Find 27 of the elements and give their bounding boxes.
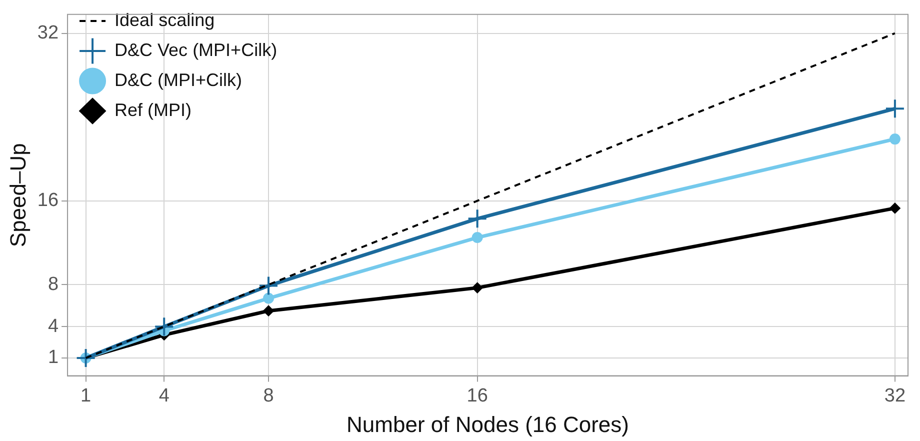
- x-tick-label: 16: [466, 385, 488, 406]
- legend-label: Ideal scaling: [114, 10, 215, 30]
- x-tick-label: 4: [158, 385, 170, 406]
- y-axis-title: Speed–Up: [5, 143, 30, 248]
- point: [467, 208, 488, 229]
- x-tick-label: 8: [263, 385, 274, 406]
- point: [889, 202, 900, 214]
- point: [472, 232, 483, 244]
- legend-label: D&C (MPI+Cilk): [114, 70, 242, 90]
- y-tick-label: 16: [37, 190, 59, 212]
- y-tick-label: 1: [48, 347, 59, 368]
- y-tick-label: 32: [37, 22, 59, 44]
- legend-label: D&C Vec (MPI+Cilk): [114, 40, 278, 60]
- x-tick-label: 32: [884, 385, 906, 406]
- point: [472, 282, 483, 294]
- point: [258, 276, 279, 296]
- point: [154, 316, 174, 337]
- point: [884, 98, 905, 119]
- y-tick-label: 8: [48, 274, 59, 295]
- point: [263, 292, 274, 304]
- point: [889, 134, 900, 145]
- y-tick-label: 4: [48, 316, 59, 337]
- x-axis-title: Number of Nodes (16 Cores): [346, 412, 629, 437]
- legend-label: Ref (MPI): [114, 100, 192, 120]
- point: [263, 305, 274, 316]
- x-tick-label: 1: [80, 385, 92, 406]
- point: [76, 348, 96, 368]
